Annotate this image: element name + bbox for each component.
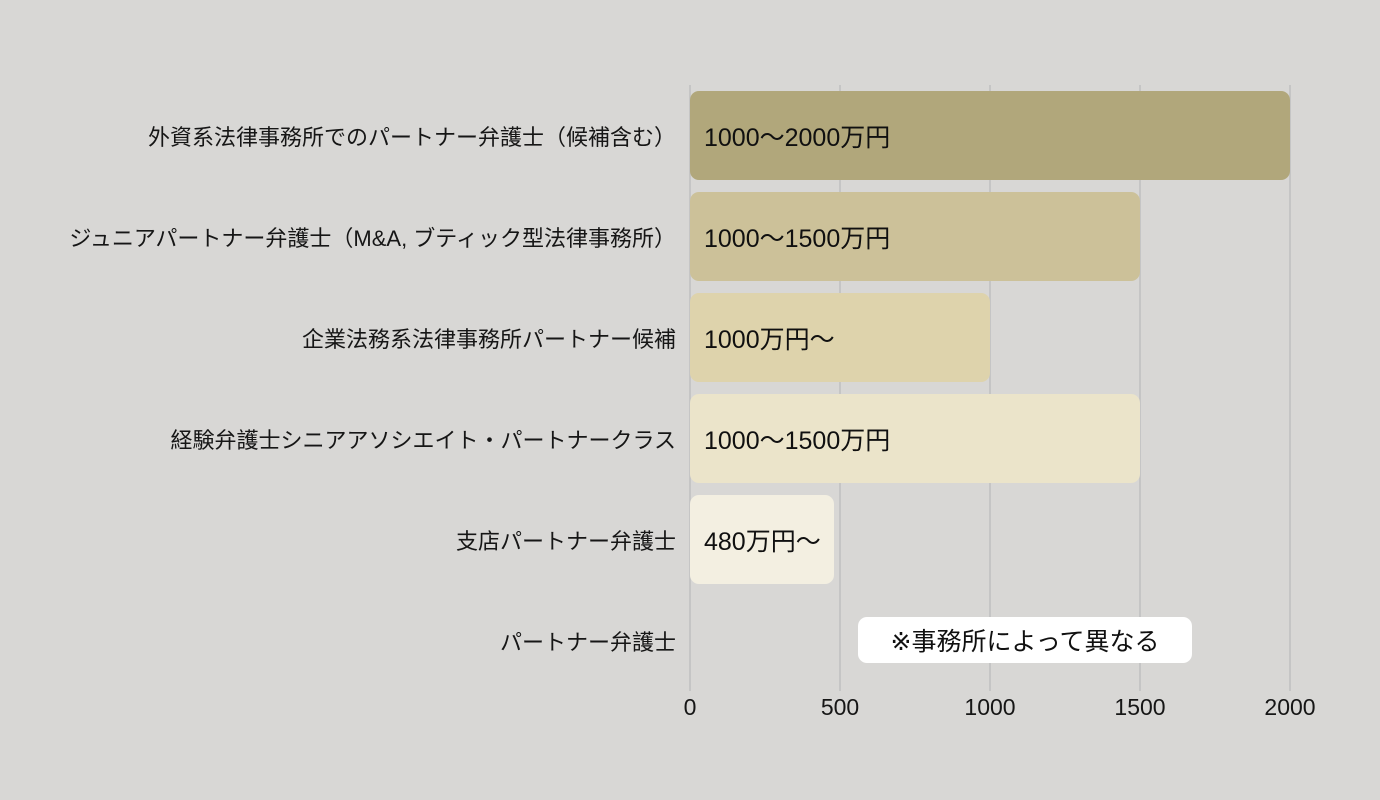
- category-label: 外資系法律事務所でのパートナー弁護士（候補含む）: [147, 124, 676, 150]
- gridline: [839, 85, 841, 691]
- bar-cell: 1000〜1500万円: [690, 388, 1380, 489]
- bar-value-label: 1000〜2000万円: [704, 123, 891, 152]
- x-tick-label: 1500: [1114, 694, 1166, 720]
- chart-row: 支店パートナー弁護士 480万円〜: [0, 489, 1380, 590]
- bar-value-label: 480万円〜: [704, 527, 821, 556]
- x-tick-label: 2000: [1264, 694, 1316, 720]
- gridline: [1289, 85, 1291, 691]
- category-label: パートナー弁護士: [499, 629, 676, 655]
- chart-row: ジュニアパートナー弁護士（M&A, ブティック型法律事務所） 1000〜1500…: [0, 186, 1380, 287]
- bar: 480万円〜: [690, 495, 834, 584]
- category-label: 支店パートナー弁護士: [455, 528, 676, 554]
- gridline: [689, 85, 691, 691]
- category-label: 企業法務系法律事務所パートナー候補: [301, 326, 676, 352]
- chart-rows: 外資系法律事務所でのパートナー弁護士（候補含む） 1000〜2000万円 ジュニ…: [0, 85, 1380, 691]
- chart-row: 外資系法律事務所でのパートナー弁護士（候補含む） 1000〜2000万円: [0, 85, 1380, 186]
- bar-cell: 1000〜1500万円: [690, 186, 1380, 287]
- chart-row: 企業法務系法律事務所パートナー候補 1000万円〜: [0, 287, 1380, 388]
- bar-cell: 1000万円〜: [690, 287, 1380, 388]
- x-tick-label: 1000: [964, 694, 1016, 720]
- bar: 1000万円〜: [690, 293, 990, 382]
- category-label: ジュニアパートナー弁護士（M&A, ブティック型法律事務所）: [69, 225, 676, 251]
- chart-row: パートナー弁護士 ※事務所によって異なる: [0, 590, 1380, 691]
- x-tick-label: 500: [820, 694, 860, 720]
- bar-cell: 1000〜2000万円: [690, 85, 1380, 186]
- category-label: 経験弁護士シニアアソシエイト・パートナークラス: [170, 427, 676, 453]
- bar-value-label: 1000〜1500万円: [704, 426, 891, 455]
- x-axis: 0 500 1000 1500 2000: [0, 694, 1380, 724]
- bar: 1000〜1500万円: [690, 192, 1140, 281]
- gridlines: [689, 85, 1291, 691]
- bar-cell: ※事務所によって異なる: [690, 590, 1380, 691]
- chart-row: 経験弁護士シニアアソシエイト・パートナークラス 1000〜1500万円: [0, 388, 1380, 489]
- bar: 1000〜1500万円: [690, 394, 1140, 483]
- bar-cell: 480万円〜: [690, 489, 1380, 590]
- bar: 1000〜2000万円: [690, 91, 1290, 180]
- x-tick-label: 0: [683, 694, 697, 720]
- annotation-note: ※事務所によって異なる: [858, 617, 1192, 663]
- bar-value-label: 1000万円〜: [704, 325, 835, 354]
- bar-value-label: 1000〜1500万円: [704, 224, 891, 253]
- gridline: [989, 85, 991, 691]
- gridline: [1139, 85, 1141, 691]
